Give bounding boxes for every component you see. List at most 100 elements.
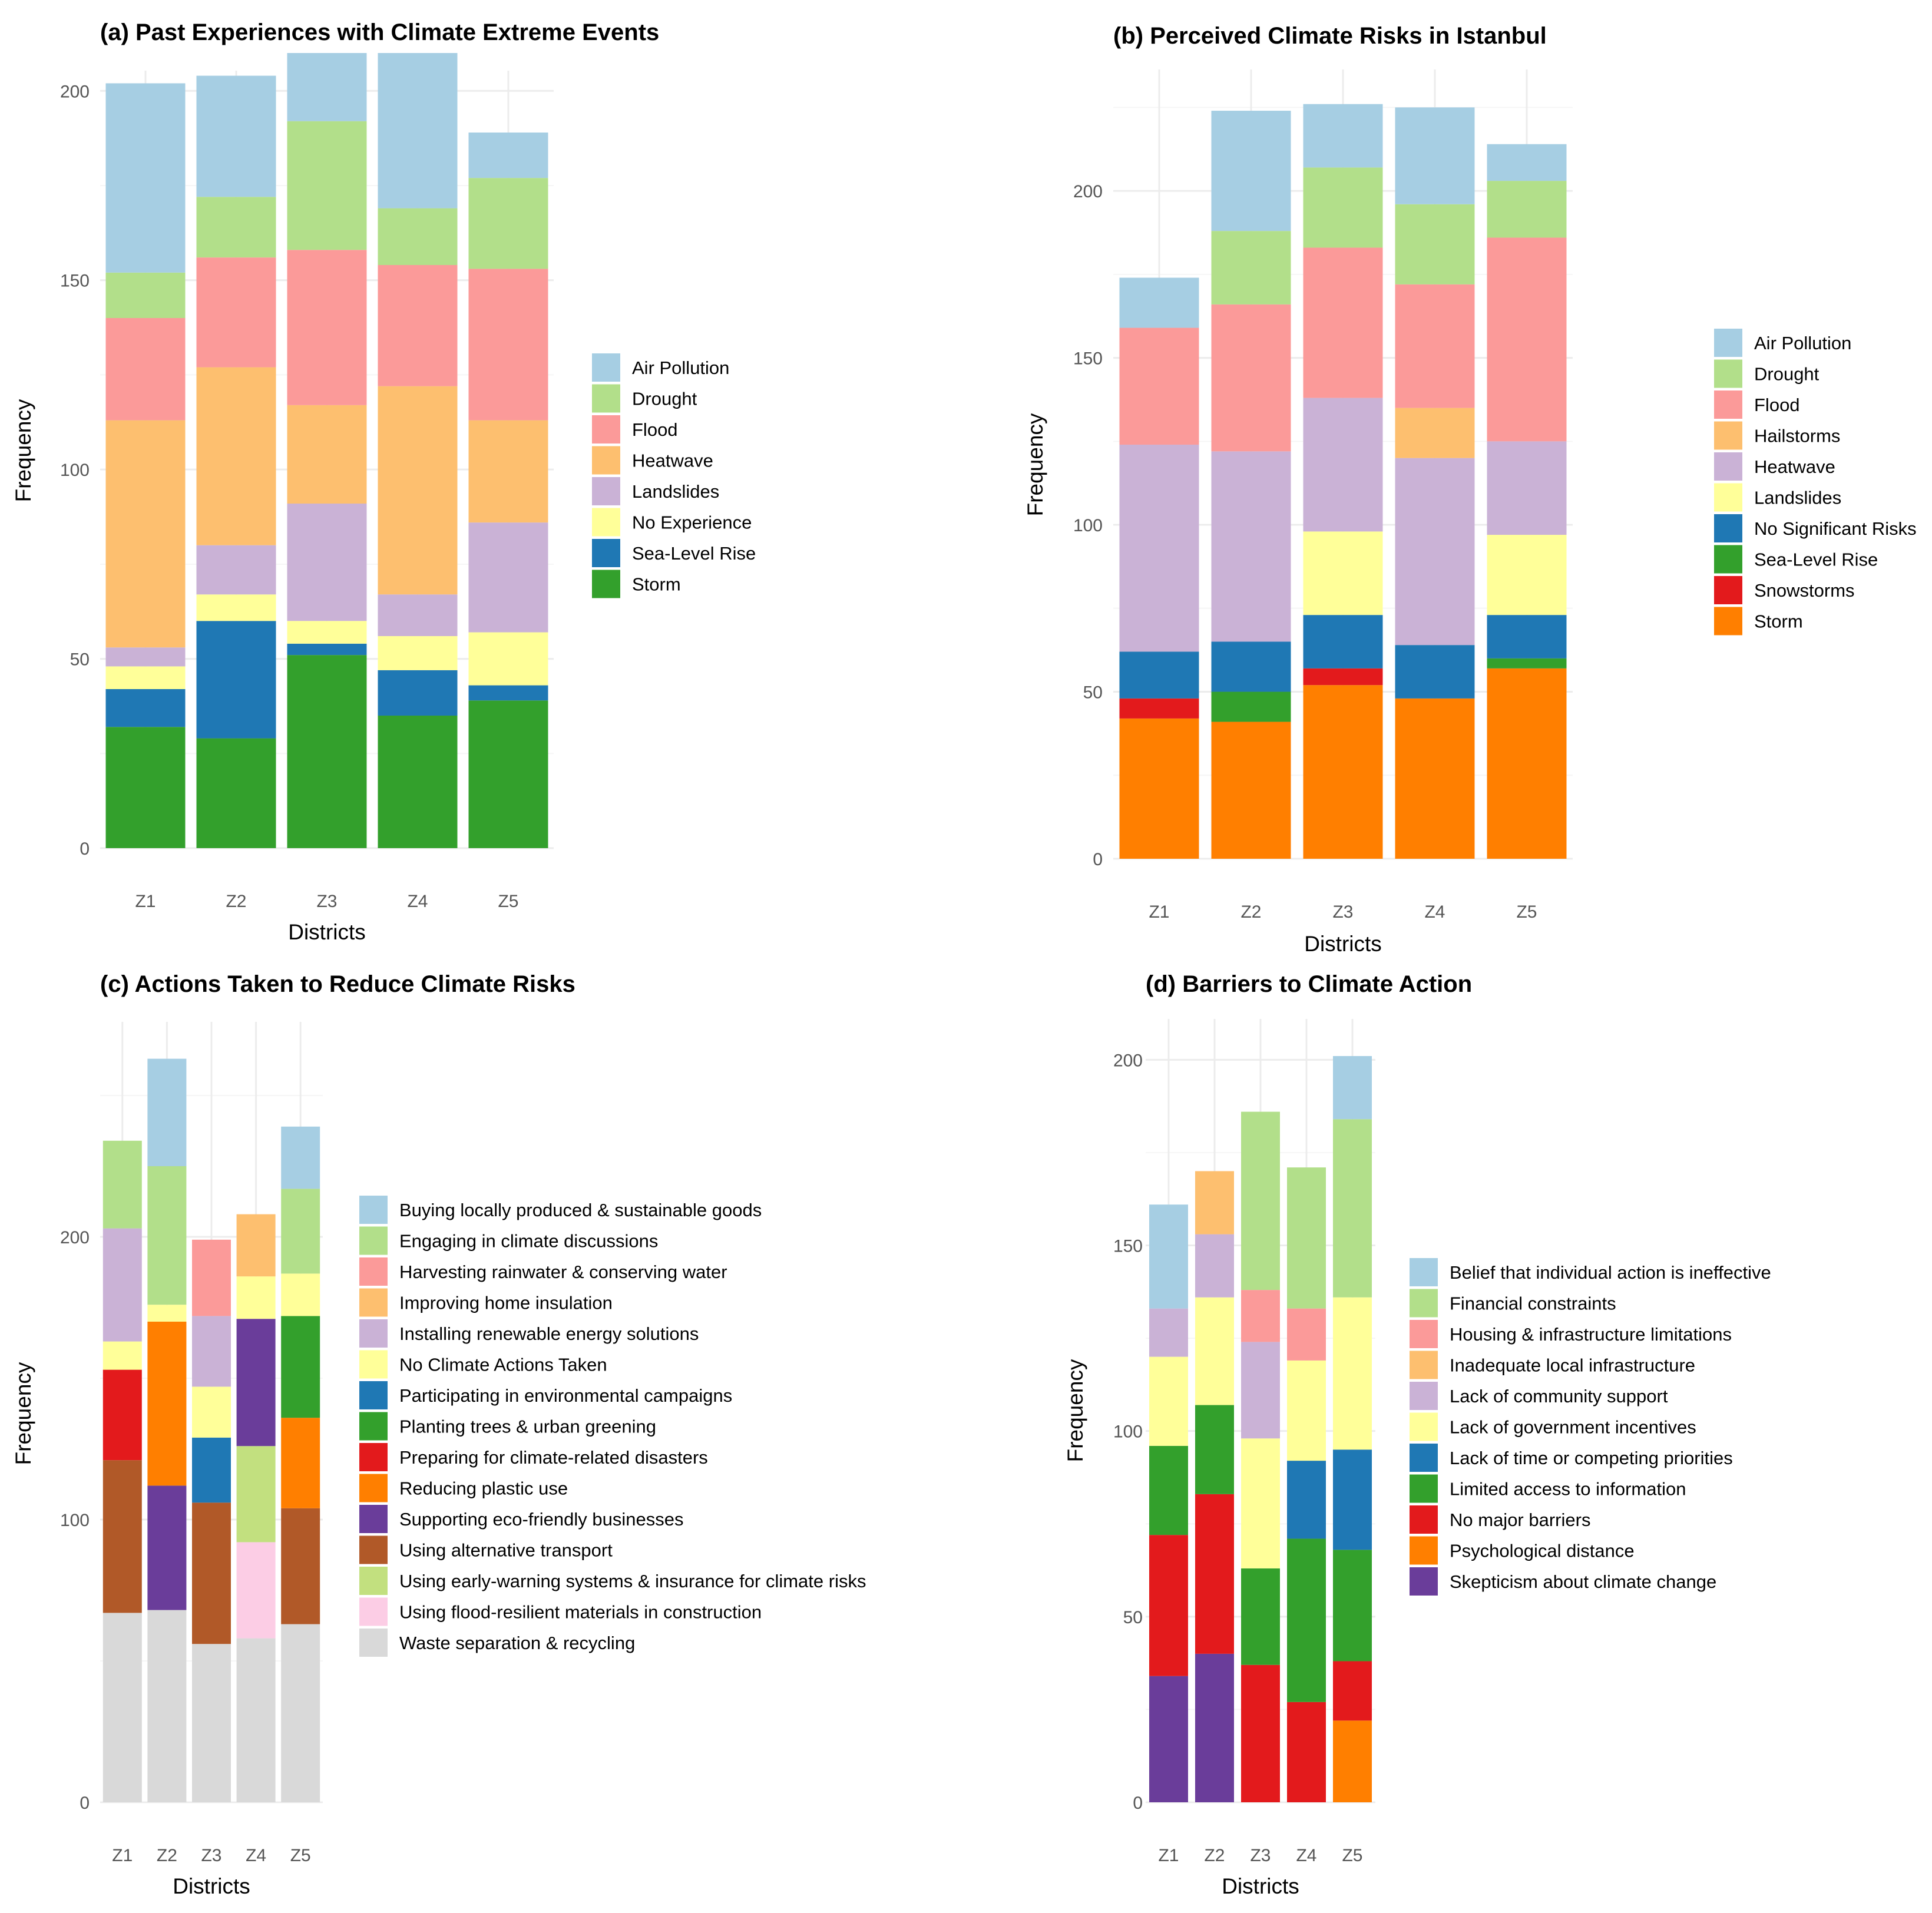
bar-segment bbox=[1303, 531, 1383, 615]
x-tick-label: Z5 bbox=[498, 892, 518, 911]
bar-segment bbox=[1195, 1494, 1234, 1654]
bar-segment bbox=[1119, 698, 1199, 719]
bar-segment bbox=[378, 670, 458, 716]
chart-d: 0 50 100 150 200 Z1 Z2 Z3 Z4 Z5 (d) Barriers to Cl… bbox=[1063, 971, 1771, 1898]
legend-label: Belief that individual action is ineffec… bbox=[1450, 1262, 1771, 1283]
bar-segment bbox=[1303, 167, 1383, 248]
bar-segment bbox=[196, 75, 276, 197]
legend-label: Inadequate local infrastructure bbox=[1450, 1355, 1695, 1376]
bar-segment bbox=[192, 1316, 231, 1387]
bar-segment bbox=[378, 386, 458, 595]
bar-segment bbox=[105, 727, 186, 848]
bar-segment bbox=[281, 1189, 320, 1274]
legend-label: Financial constraints bbox=[1450, 1293, 1616, 1314]
y-tick-label: 0 bbox=[80, 1793, 90, 1813]
legend-label: Flood bbox=[1754, 395, 1800, 415]
legend-swatch bbox=[1714, 545, 1742, 574]
legend-swatch bbox=[1714, 421, 1742, 450]
bar-segment bbox=[468, 632, 548, 686]
legend-swatch bbox=[1410, 1258, 1438, 1286]
legend-swatch bbox=[1410, 1320, 1438, 1348]
bar-segment bbox=[287, 621, 367, 644]
bar-segment bbox=[192, 1239, 231, 1316]
bar-segment bbox=[1119, 327, 1199, 445]
legend-label: Preparing for climate-related disasters bbox=[399, 1447, 708, 1468]
legend-swatch bbox=[592, 384, 620, 413]
legend-swatch bbox=[592, 353, 620, 382]
bar-segment bbox=[1241, 1438, 1280, 1568]
y-axis-title: Frequency bbox=[11, 1362, 35, 1465]
bar-segment bbox=[102, 1341, 142, 1370]
legend-swatch bbox=[359, 1535, 388, 1564]
bar-segment bbox=[378, 636, 458, 670]
legend-swatch bbox=[592, 415, 620, 444]
bar-segment bbox=[1195, 1297, 1234, 1405]
bar-segment bbox=[287, 121, 367, 250]
legend-swatch bbox=[359, 1505, 388, 1533]
bar-segment bbox=[196, 621, 276, 739]
bar-segment bbox=[192, 1502, 231, 1644]
bar-segment bbox=[1211, 451, 1291, 642]
bar-segment bbox=[281, 1273, 320, 1316]
bar-segment bbox=[196, 367, 276, 545]
legend-label: Air Pollution bbox=[1754, 333, 1851, 353]
bar-segment bbox=[281, 1418, 320, 1508]
legend: Buying locally produced & sustainable go… bbox=[359, 1196, 866, 1657]
legend-swatch bbox=[359, 1629, 388, 1657]
bar-segment bbox=[1303, 398, 1383, 532]
legend-label: Lack of community support bbox=[1450, 1386, 1668, 1406]
bar-segment bbox=[378, 53, 458, 208]
bar-segment bbox=[196, 594, 276, 621]
chart-title: (d) Barriers to Climate Action bbox=[1146, 971, 1472, 997]
legend-swatch bbox=[1410, 1536, 1438, 1565]
bar-segment bbox=[1487, 668, 1567, 859]
legend-swatch bbox=[592, 539, 620, 567]
bar-segment bbox=[147, 1610, 187, 1802]
legend-label: Lack of time or competing priorities bbox=[1450, 1448, 1733, 1468]
bar-segment bbox=[287, 643, 367, 656]
x-tick-label: Z5 bbox=[1342, 1846, 1362, 1865]
bar-segment bbox=[1119, 444, 1199, 652]
bar-segment bbox=[378, 265, 458, 386]
legend-swatch bbox=[359, 1226, 388, 1255]
legend-swatch bbox=[1410, 1412, 1438, 1441]
legend-swatch bbox=[1410, 1444, 1438, 1472]
legend-swatch bbox=[1410, 1289, 1438, 1318]
bar-segment bbox=[196, 257, 276, 368]
legend-swatch bbox=[359, 1443, 388, 1471]
chart-title: (c) Actions Taken to Reduce Climate Risk… bbox=[100, 971, 575, 997]
bar-segment bbox=[1395, 698, 1475, 859]
y-tick-label: 100 bbox=[1113, 1422, 1143, 1442]
bar-segment bbox=[1395, 408, 1475, 458]
x-tick-label: Z1 bbox=[1158, 1846, 1179, 1865]
legend-swatch bbox=[1714, 576, 1742, 604]
bar-segment bbox=[1333, 1119, 1372, 1298]
legend-swatch bbox=[1714, 483, 1742, 512]
legend-label: Reducing plastic use bbox=[399, 1478, 568, 1499]
bar-segment bbox=[1303, 247, 1383, 398]
bar-segment bbox=[236, 1214, 276, 1277]
x-tick-label: Z5 bbox=[290, 1846, 311, 1865]
bar-segment bbox=[102, 1140, 142, 1229]
bar-segment bbox=[105, 647, 186, 667]
x-tick-label: Z2 bbox=[226, 892, 246, 911]
x-tick-label: Z1 bbox=[112, 1846, 133, 1865]
x-tick-label: Z3 bbox=[1250, 1846, 1271, 1865]
y-tick-label: 50 bbox=[70, 650, 90, 670]
bar-segment bbox=[1333, 1720, 1372, 1802]
bar-segment bbox=[468, 700, 548, 848]
bar-segment bbox=[147, 1485, 187, 1610]
legend-label: Storm bbox=[1754, 611, 1803, 632]
bar-segment bbox=[1241, 1290, 1280, 1342]
bar-segment bbox=[1287, 1538, 1326, 1702]
legend-label: Engaging in climate discussions bbox=[399, 1231, 658, 1252]
legend-label: Snowstorms bbox=[1754, 580, 1855, 601]
bar-segment bbox=[102, 1460, 142, 1613]
bar-segment bbox=[1287, 1167, 1326, 1309]
x-tick-label: Z4 bbox=[246, 1846, 266, 1865]
legend-swatch bbox=[592, 570, 620, 598]
bars bbox=[1119, 104, 1567, 859]
legend-swatch bbox=[359, 1319, 388, 1348]
legend-label: Landslides bbox=[1754, 488, 1841, 508]
x-tick-label: Z2 bbox=[1240, 902, 1261, 922]
